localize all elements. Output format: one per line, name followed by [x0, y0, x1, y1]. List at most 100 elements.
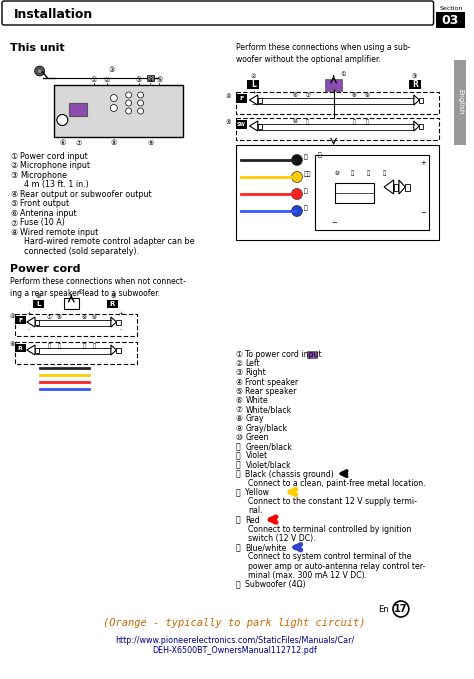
Text: Right: Right — [246, 369, 266, 378]
Text: English: English — [457, 90, 463, 115]
Text: ⑧: ⑧ — [10, 228, 17, 237]
Bar — [258, 124, 262, 128]
Text: ⑫: ⑫ — [236, 452, 240, 460]
Bar — [64, 298, 79, 309]
Text: ④: ④ — [147, 77, 154, 83]
Text: ④: ④ — [225, 94, 231, 99]
Text: ⑥: ⑥ — [9, 342, 15, 347]
Text: ⑪: ⑪ — [351, 170, 354, 176]
Circle shape — [126, 108, 132, 114]
Text: ②: ② — [104, 77, 110, 83]
Bar — [35, 320, 39, 325]
Text: To power cord input: To power cord input — [246, 350, 322, 359]
Circle shape — [393, 601, 409, 617]
Circle shape — [35, 66, 45, 76]
Text: ⑦: ⑦ — [236, 405, 243, 414]
Text: 03: 03 — [442, 14, 459, 26]
Text: DEH-X6500BT_OwnersManual112712.pdf: DEH-X6500BT_OwnersManual112712.pdf — [152, 646, 317, 655]
Text: En: En — [378, 605, 389, 614]
Text: Fuse (10 A): Fuse (10 A) — [20, 219, 64, 227]
Text: -: - — [120, 327, 122, 332]
Text: R: R — [18, 346, 23, 350]
Text: Front speaker: Front speaker — [246, 378, 299, 386]
Text: ⑮: ⑮ — [236, 488, 240, 497]
Text: ⑤: ⑤ — [10, 200, 17, 208]
Text: ③: ③ — [236, 369, 243, 378]
Text: Gray: Gray — [246, 414, 264, 424]
Text: ⑥: ⑥ — [10, 209, 17, 218]
Bar — [33, 300, 44, 308]
Text: ⑨: ⑨ — [365, 93, 370, 98]
Text: ⑩: ⑩ — [236, 433, 243, 442]
Bar — [15, 342, 137, 364]
Text: +: + — [421, 160, 427, 166]
Text: ⑬: ⑬ — [383, 170, 386, 176]
Text: ⑬: ⑬ — [82, 343, 86, 348]
Text: Perform these connections when not connect-
ing a rear speaker lead to a subwoof: Perform these connections when not conne… — [10, 277, 186, 298]
Text: ⑤: ⑤ — [225, 120, 231, 125]
Text: ⑭: ⑭ — [236, 470, 240, 479]
Text: ①: ① — [10, 152, 17, 161]
Text: 17: 17 — [394, 604, 408, 614]
Text: ①: ① — [340, 71, 346, 77]
Text: White/black: White/black — [246, 405, 292, 414]
Text: ③: ③ — [109, 67, 115, 73]
Text: Hard-wired remote control adapter can be: Hard-wired remote control adapter can be — [24, 238, 194, 246]
Text: Yellow: Yellow — [246, 488, 270, 497]
Text: Installation: Installation — [14, 7, 93, 20]
Text: ⑱: ⑱ — [236, 580, 240, 589]
Text: Microphone: Microphone — [20, 171, 67, 180]
Text: Power cord input: Power cord input — [20, 152, 88, 161]
Text: ②: ② — [36, 294, 41, 299]
Bar — [107, 300, 118, 308]
Text: ⑰: ⑰ — [304, 205, 308, 210]
Text: ⑭: ⑭ — [92, 343, 96, 348]
Text: L: L — [36, 301, 40, 307]
Text: ⑮⑯: ⑮⑯ — [304, 171, 311, 177]
Text: ⑩: ⑩ — [91, 315, 97, 320]
Text: ③: ③ — [110, 294, 116, 299]
Bar — [436, 12, 465, 28]
Text: This unit: This unit — [10, 43, 64, 53]
Text: Wired remote input: Wired remote input — [20, 228, 98, 237]
Text: ⑰: ⑰ — [236, 543, 240, 552]
Text: Black (chassis ground): Black (chassis ground) — [246, 470, 334, 479]
Text: ⑧: ⑧ — [352, 93, 357, 98]
Text: ⑦: ⑦ — [10, 219, 17, 227]
Text: R: R — [412, 80, 418, 89]
Text: 4 m (13 ft. 1 in.): 4 m (13 ft. 1 in.) — [24, 181, 89, 189]
Bar — [409, 80, 421, 89]
Bar — [55, 85, 183, 137]
Text: Rear speaker: Rear speaker — [246, 387, 297, 396]
Text: ②: ② — [236, 359, 243, 368]
Text: ⑦: ⑦ — [75, 140, 82, 146]
Text: −: − — [251, 101, 256, 106]
Circle shape — [110, 94, 117, 101]
Text: ⑪: ⑪ — [48, 343, 51, 348]
Text: ⑯: ⑯ — [236, 515, 240, 525]
Text: +: + — [27, 311, 31, 316]
Text: SW: SW — [237, 122, 246, 127]
Text: http://www.pioneerelectronics.com/StaticFiles/Manuals/Car/: http://www.pioneerelectronics.com/Static… — [115, 636, 354, 645]
Circle shape — [57, 115, 68, 126]
Text: White: White — [246, 396, 268, 405]
Circle shape — [110, 105, 117, 111]
Bar — [419, 124, 423, 128]
Text: ⑥: ⑥ — [236, 396, 243, 405]
Text: ⑤: ⑤ — [156, 77, 163, 83]
Text: ⑨: ⑨ — [236, 424, 243, 433]
Text: Microphone input: Microphone input — [20, 162, 90, 170]
Text: ⑪: ⑪ — [306, 119, 310, 124]
Text: ⑪: ⑪ — [236, 442, 240, 451]
Text: Violet/black: Violet/black — [246, 460, 291, 469]
Text: ⑤: ⑤ — [236, 387, 243, 396]
Text: nal.: nal. — [248, 507, 263, 515]
Text: power amp or auto-antenna relay control ter-: power amp or auto-antenna relay control … — [248, 562, 426, 570]
Circle shape — [37, 69, 42, 73]
Bar — [117, 320, 120, 325]
Text: Red: Red — [246, 515, 260, 525]
Text: ②: ② — [251, 74, 256, 79]
Bar — [236, 92, 438, 114]
Text: ⑧: ⑧ — [57, 315, 62, 320]
Text: Connect to terminal controlled by ignition: Connect to terminal controlled by igniti… — [248, 525, 412, 534]
